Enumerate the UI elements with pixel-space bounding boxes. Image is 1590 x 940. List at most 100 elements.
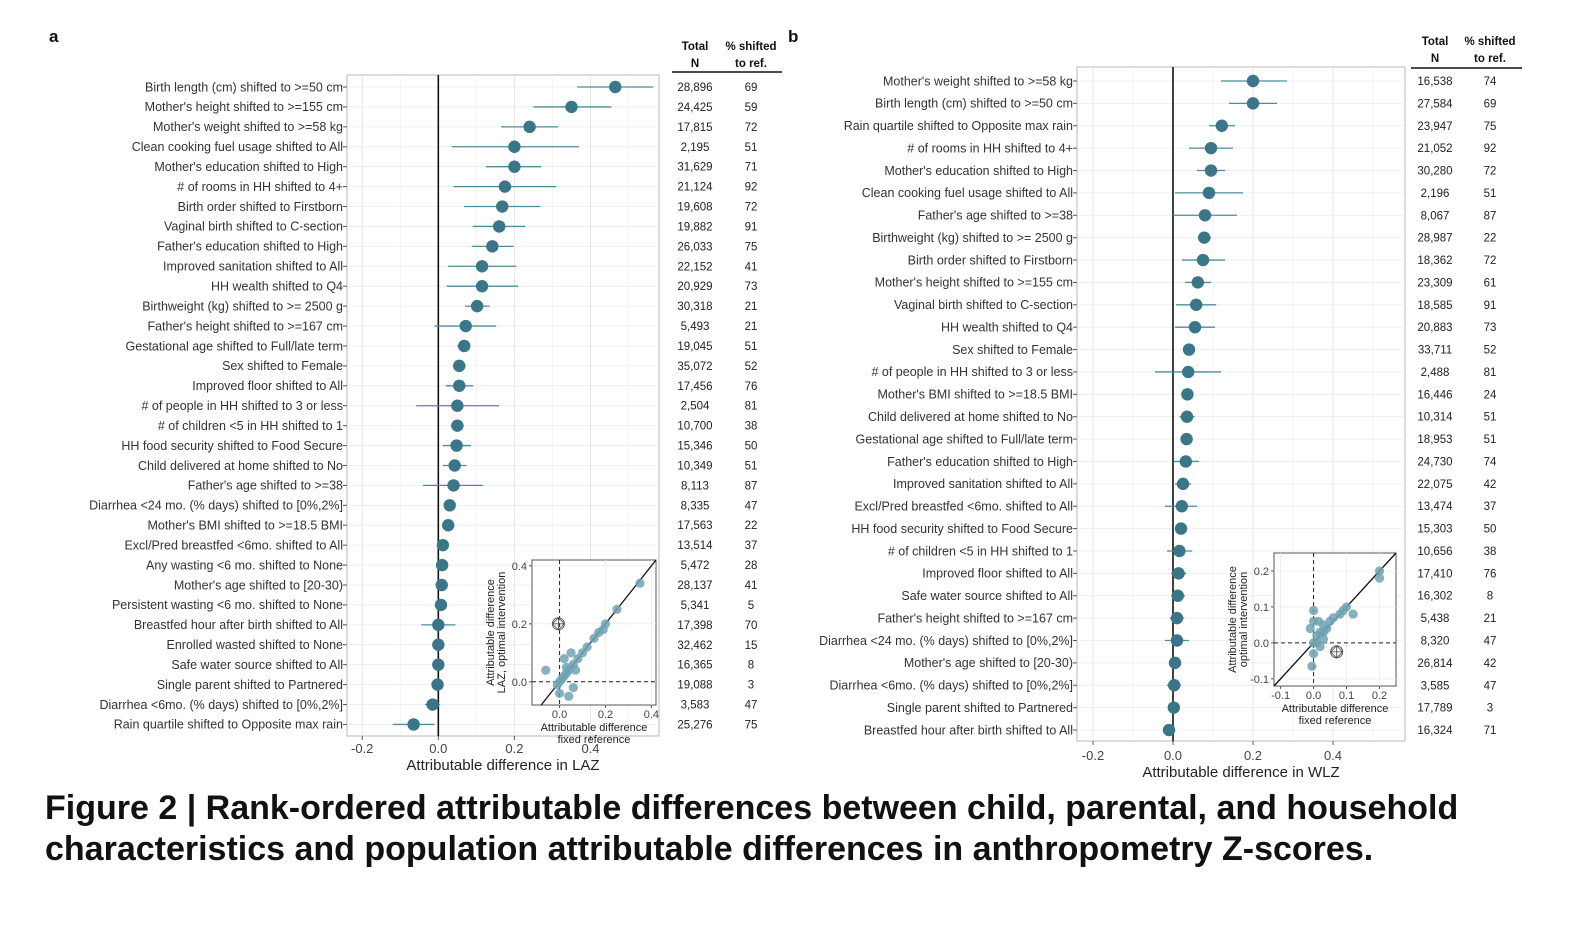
- total-n-value: 10,656: [1417, 546, 1452, 558]
- pct-shifted-value: 75: [745, 719, 758, 731]
- point-estimate: [432, 658, 445, 671]
- total-n-value: 5,438: [1421, 613, 1450, 625]
- y-tick-label: Rain quartile shifted to Opposite max ra…: [844, 119, 1073, 133]
- total-n-value: 16,324: [1417, 725, 1453, 737]
- point-estimate: [1168, 679, 1181, 692]
- total-n-value: 8,320: [1421, 636, 1450, 648]
- y-tick-label: Improved floor shifted to All: [192, 379, 343, 393]
- total-n-value: 26,033: [677, 241, 712, 253]
- y-tick-label: Excl/Pred breastfed <6mo. shifted to All: [124, 538, 343, 552]
- inset-x-tick-label: 0.0: [552, 709, 567, 721]
- inset-x-axis-title: Attributable difference: [1282, 703, 1389, 715]
- pct-shifted-value: 69: [745, 82, 758, 94]
- inset-highlight-cross: [1330, 645, 1344, 659]
- total-n-value: 31,629: [677, 162, 712, 174]
- y-tick-label: Safe water source shifted to All: [171, 658, 343, 672]
- total-n-value: 8,113: [681, 480, 709, 492]
- y-tick-label: Improved sanitation shifted to All: [893, 477, 1073, 491]
- inset-point: [1374, 566, 1385, 576]
- pct-shifted-value: 50: [1484, 524, 1497, 536]
- x-tick-label: 0.0: [1164, 748, 1182, 763]
- inset-y-axis-title: Attributable difference: [1227, 566, 1239, 673]
- pct-shifted-value: 47: [1484, 680, 1497, 692]
- y-tick-label: Mother's weight shifted to >=58 kg: [153, 120, 343, 134]
- y-tick-label: Persistent wasting <6 mo. shifted to Non…: [112, 598, 343, 612]
- inset-point: [566, 648, 576, 658]
- y-tick-label: HH food security shifted to Food Secure: [851, 522, 1073, 536]
- pct-shifted-value: 91: [1484, 300, 1497, 312]
- point-estimate: [426, 698, 439, 711]
- pct-shifted-value: 47: [745, 700, 758, 712]
- point-estimate: [609, 80, 622, 94]
- total-n-value: 32,462: [677, 640, 712, 652]
- point-estimate: [459, 319, 472, 333]
- y-tick-label: # of children <5 in HH shifted to 1: [888, 544, 1073, 558]
- total-n-value: 23,309: [1417, 277, 1452, 289]
- point-estimate: [1182, 343, 1196, 356]
- pct-shifted-value: 42: [1484, 479, 1497, 491]
- total-n-value: 19,882: [677, 221, 712, 233]
- x-tick-label: 0.0: [429, 741, 447, 756]
- point-estimate: [447, 479, 460, 492]
- inset-point: [1307, 661, 1317, 671]
- pct-shifted-value: 52: [1484, 345, 1497, 357]
- total-n-value: 19,608: [677, 202, 712, 214]
- total-n-value: 28,987: [1417, 233, 1452, 245]
- total-n-value: 2,195: [681, 142, 710, 154]
- total-n-value: 28,137: [677, 580, 712, 592]
- point-estimate: [1198, 231, 1211, 244]
- y-tick-label: Safe water source shifted to All: [901, 589, 1073, 603]
- pct-shifted-value: 92: [745, 182, 758, 194]
- point-estimate: [1191, 276, 1205, 289]
- total-n-value: 17,410: [1417, 568, 1452, 580]
- inset-point: [552, 680, 562, 690]
- pct-shifted-value: 74: [1484, 456, 1497, 468]
- point-estimate: [443, 499, 456, 512]
- total-n-value: 3,583: [681, 700, 710, 712]
- x-tick-label: -0.2: [1082, 748, 1104, 763]
- total-n-value: 18,585: [1417, 300, 1452, 312]
- total-n-value: 10,349: [677, 460, 712, 472]
- pct-shifted-value: 72: [1484, 255, 1497, 267]
- inset-y-tick-label: 0.1: [1254, 602, 1269, 614]
- point-estimate: [1171, 589, 1185, 602]
- total-n-value: 17,815: [677, 122, 712, 134]
- y-tick-label: HH food security shifted to Food Secure: [121, 439, 343, 453]
- point-estimate: [1204, 164, 1218, 177]
- point-estimate: [496, 200, 509, 213]
- pct-shifted-value: 71: [745, 162, 758, 174]
- inset-x-axis-title: Attributable difference: [541, 722, 648, 734]
- pct-shifted-value: 59: [745, 102, 758, 114]
- total-n-value: 24,425: [677, 102, 712, 114]
- pct-shifted-header: % shifted: [1464, 36, 1515, 48]
- inset-y-axis-title-line2: optimal intervention: [1238, 572, 1250, 667]
- total-n-header-line2: N: [1431, 53, 1439, 65]
- pct-shifted-value: 3: [1487, 703, 1493, 715]
- total-n-value: 16,538: [1417, 76, 1452, 88]
- y-tick-label: # of rooms in HH shifted to 4+: [907, 141, 1073, 155]
- total-n-header-line2: N: [691, 58, 699, 70]
- y-tick-label: Birthweight (kg) shifted to >= 2500 g: [872, 231, 1073, 245]
- y-tick-label: Rain quartile shifted to Opposite max ra…: [114, 718, 343, 732]
- point-estimate: [508, 140, 521, 153]
- pct-shifted-value: 74: [1484, 76, 1497, 88]
- point-estimate: [1170, 611, 1184, 625]
- point-estimate: [448, 459, 461, 472]
- point-estimate: [407, 718, 420, 731]
- total-n-value: 16,446: [1417, 389, 1452, 401]
- inset-x-tick-label: 0.2: [598, 709, 613, 721]
- inset-point: [1348, 609, 1358, 619]
- pct-shifted-value: 75: [1484, 121, 1497, 133]
- total-n-value: 17,456: [677, 381, 712, 393]
- pct-shifted-value: 51: [745, 142, 758, 154]
- point-estimate: [451, 419, 464, 432]
- total-n-value: 3,585: [1421, 680, 1450, 692]
- pct-shifted-value: 51: [745, 460, 758, 472]
- x-tick-label: 0.2: [1244, 748, 1262, 763]
- pct-shifted-value: 50: [745, 441, 758, 453]
- point-estimate: [436, 538, 450, 552]
- y-tick-label: HH wealth shifted to Q4: [211, 280, 343, 294]
- inset-point: [612, 604, 622, 614]
- y-tick-label: Father's age shifted to >=38: [918, 209, 1073, 223]
